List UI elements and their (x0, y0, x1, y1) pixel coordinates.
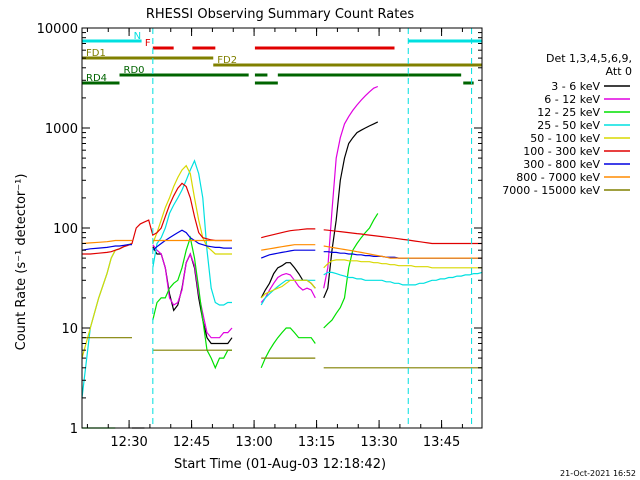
legend-entry: 6 - 12 keV (544, 93, 600, 106)
legend-entry: 12 - 25 keV (537, 106, 600, 119)
chart-title: RHESSI Observing Summary Count Rates (146, 7, 415, 22)
y-axis-label: Count Rate (s⁻¹ detector⁻¹) (14, 174, 29, 351)
legend-entry: 800 - 7000 keV (516, 171, 600, 184)
legend-entry: 50 - 100 keV (530, 132, 600, 145)
legend-entry: 25 - 50 keV (537, 119, 600, 132)
x-axis-label: Start Time (01-Aug-03 12:18:42) (174, 457, 386, 472)
flag-label: RD0 (124, 65, 145, 76)
series-line (81, 159, 483, 398)
series-line (81, 229, 482, 259)
flag-label: N (134, 31, 141, 42)
x-tick-label: 13:00 (235, 435, 272, 450)
flag-label: RD4 (86, 73, 107, 84)
x-tick-label: 13:30 (360, 435, 397, 450)
legend-entry: 100 - 300 keV (523, 145, 600, 158)
y-tick-label: 10 (61, 322, 78, 337)
y-tick-label: 1000 (45, 122, 78, 137)
x-tick-label: 12:45 (173, 435, 210, 450)
plot-area: NF FD1 FD2 RD0 RD4 (81, 28, 483, 429)
y-tick-label: 100 (53, 222, 78, 237)
x-tick-label: 12:30 (110, 435, 147, 450)
legend-entry: 300 - 800 keV (523, 158, 600, 171)
flag-label: F (145, 38, 151, 49)
flag-label: FD2 (217, 55, 237, 66)
series-line (82, 337, 482, 369)
x-tick-label: 13:45 (423, 435, 460, 450)
timestamp: 21-Oct-2021 16:52 (560, 469, 636, 478)
flag-label: FD1 (86, 48, 106, 59)
series-line (82, 182, 482, 255)
legend-header: Att 0 (606, 65, 632, 78)
legend-header: Det 1,3,4,5,6,9, (546, 52, 632, 65)
y-tick-label: 1 (70, 422, 78, 437)
series-line (81, 239, 482, 259)
y-tick-label: 10000 (37, 22, 78, 37)
axes: 1 10 100 1000 10000 12:30 12:45 13:00 13:15 13:30… (37, 22, 483, 450)
legend-entry: 7000 - 15000 keV (502, 184, 600, 197)
legend-entry: 3 - 6 keV (551, 80, 600, 93)
series-line (152, 85, 379, 339)
x-tick-label: 13:15 (298, 435, 335, 450)
series-line (81, 164, 482, 359)
